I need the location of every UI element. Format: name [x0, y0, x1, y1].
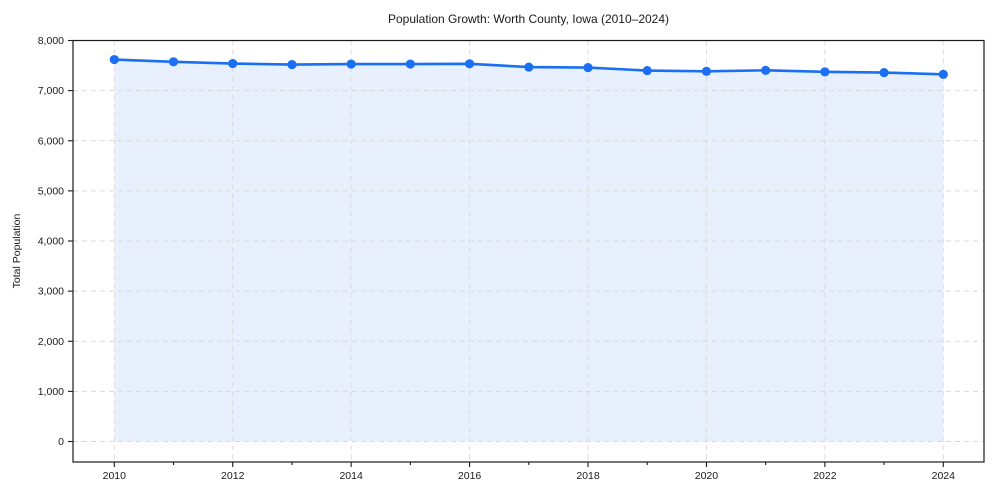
- x-tick-label: 2012: [221, 470, 245, 482]
- data-point-2010: [109, 54, 119, 65]
- data-points: [109, 54, 948, 79]
- x-tick-label: 2024: [932, 470, 956, 482]
- x-tick-label: 2016: [458, 470, 482, 482]
- y-tick-label: 7,000: [38, 85, 64, 97]
- y-tick-label: 4,000: [38, 236, 64, 248]
- y-tick-labels: 0 1,000 2,000 3,000 4,000 5,000 6,000 7,000 8,00…: [38, 35, 64, 448]
- x-tick-labels: 2010 2012 2014 2016 2018 2020 2022 2024: [103, 470, 956, 482]
- x-gridlines: [113, 40, 944, 462]
- data-point-2019: [642, 65, 652, 76]
- y-ticks: [68, 39, 73, 443]
- y-tick-label: 1,000: [38, 386, 64, 398]
- y-tick-label: 0: [58, 436, 64, 448]
- data-point-2014: [346, 59, 356, 69]
- data-point-2023: [879, 67, 889, 78]
- data-point-2015: [405, 59, 415, 69]
- data-point-2016: [464, 59, 475, 69]
- data-point-2021: [761, 65, 771, 75]
- y-tick-label: 8,000: [38, 35, 64, 47]
- data-point-2012: [228, 58, 238, 69]
- y-tick-label: 2,000: [38, 336, 64, 348]
- data-point-2013: [287, 59, 297, 70]
- area-fill: [114, 59, 944, 442]
- data-point-2011: [168, 57, 179, 67]
- x-tick-label: 2022: [813, 470, 837, 482]
- y-tick-label: 6,000: [38, 135, 64, 147]
- y-tick-label: 5,000: [38, 185, 64, 197]
- data-point-2024: [938, 69, 948, 79]
- chart-title: Population Growth: Worth County, Iowa (2…: [387, 12, 670, 26]
- data-point-2022: [820, 67, 830, 77]
- data-point-2018: [583, 62, 593, 73]
- x-tick-label: 2010: [103, 470, 127, 482]
- data-point-2017: [524, 62, 534, 72]
- x-tick-label: 2020: [695, 470, 719, 482]
- x-tick-label: 2014: [339, 470, 363, 482]
- x-tick-label: 2018: [576, 470, 600, 482]
- x-ticks: [113, 462, 944, 467]
- data-point-2020: [701, 66, 712, 76]
- y-tick-label: 3,000: [38, 286, 64, 298]
